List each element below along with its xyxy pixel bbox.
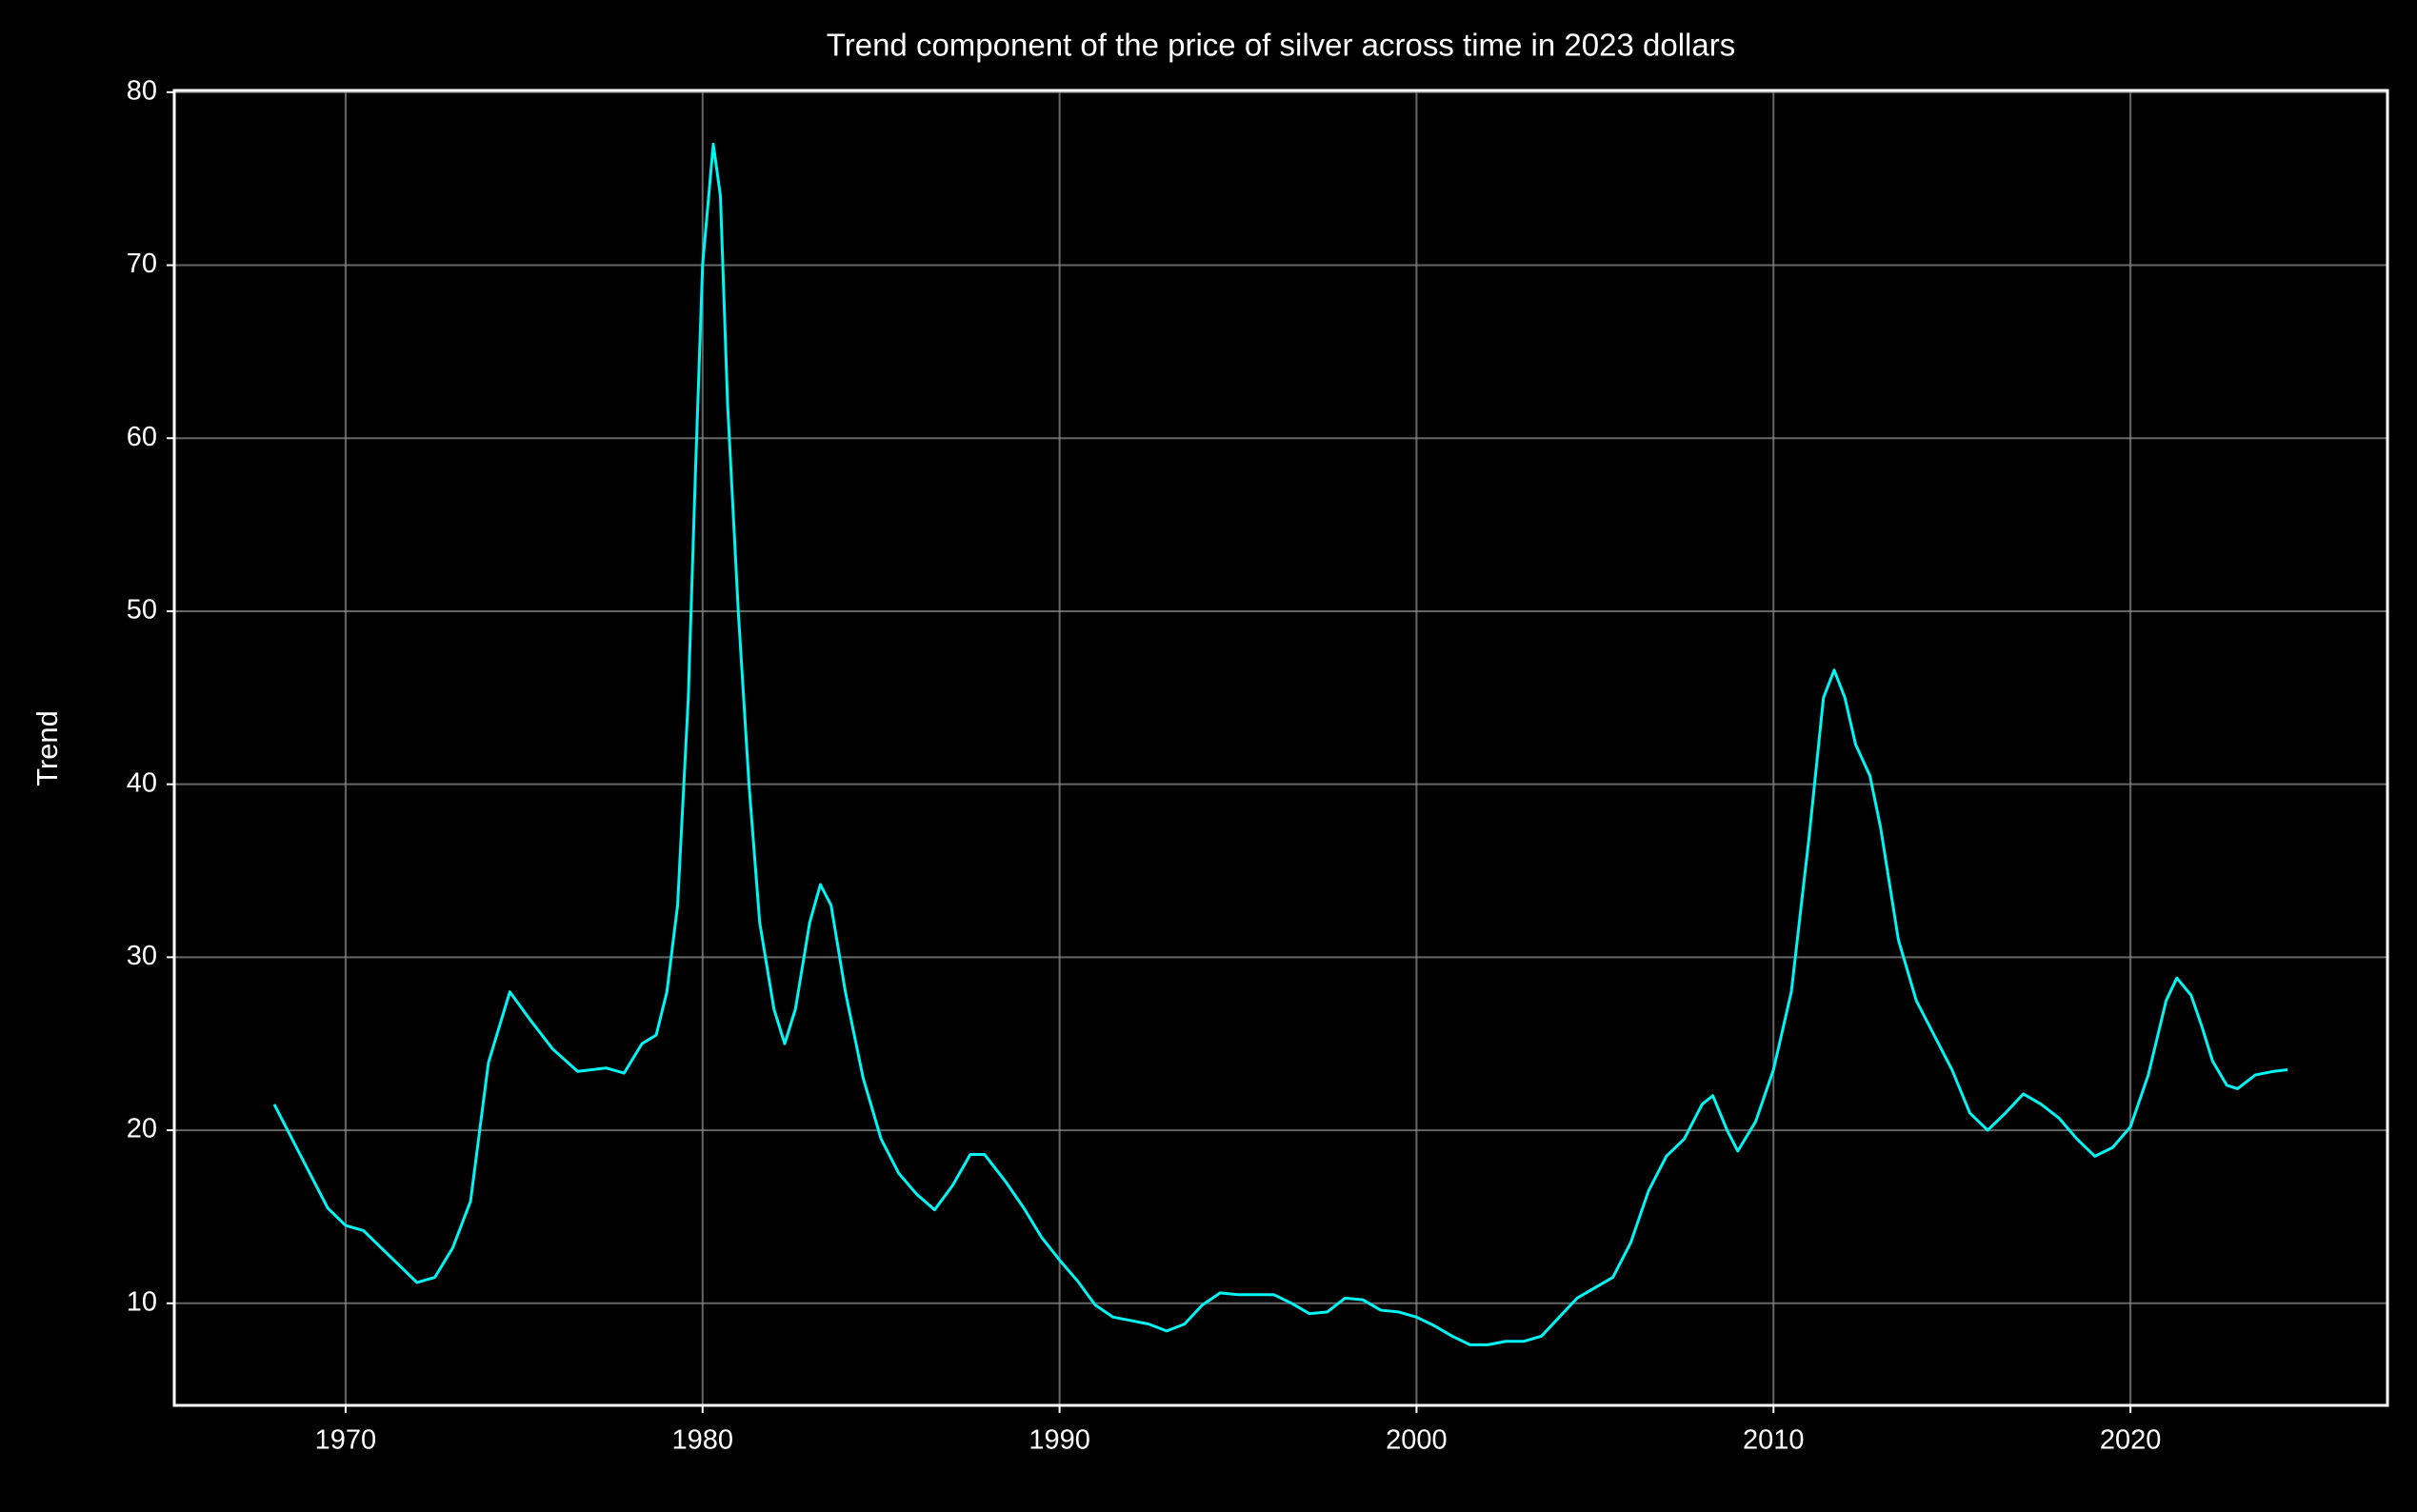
y-tick-label: 30 — [127, 941, 157, 971]
x-tick-label: 1970 — [315, 1425, 377, 1456]
y-axis-label: Trend — [30, 710, 64, 786]
y-tick-label: 80 — [127, 75, 157, 106]
y-tick-label: 20 — [127, 1114, 157, 1144]
y-tick-label: 70 — [127, 249, 157, 279]
x-tick-label: 1990 — [1029, 1425, 1090, 1456]
chart-title: Trend component of the price of silver a… — [827, 28, 1735, 63]
y-tick-label: 50 — [127, 595, 157, 626]
plot-frame — [172, 89, 2389, 1407]
x-tick-label: 2010 — [1743, 1425, 1805, 1456]
x-tick-label: 2000 — [1386, 1425, 1448, 1456]
x-tick-label: 1980 — [672, 1425, 734, 1456]
trend-line — [272, 142, 2288, 1346]
y-tick-label: 60 — [127, 422, 157, 452]
x-tick-label: 2020 — [2100, 1425, 2162, 1456]
y-tick-label: 40 — [127, 767, 157, 798]
y-tick-label: 10 — [127, 1286, 157, 1317]
